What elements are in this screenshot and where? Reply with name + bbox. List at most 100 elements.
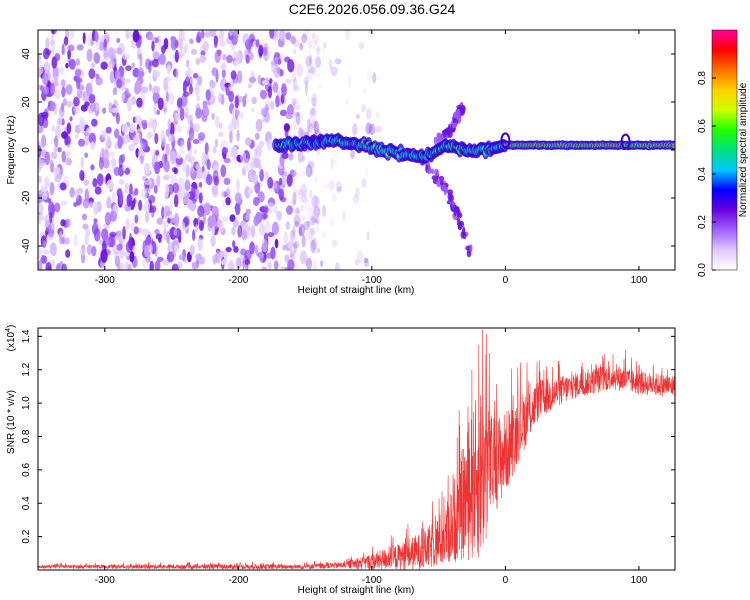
noise-blob (93, 52, 101, 64)
noise-blob (213, 35, 219, 46)
noise-blob (40, 185, 48, 193)
noise-blob (258, 250, 264, 264)
noise-blob (311, 204, 316, 219)
noise-blob (91, 245, 97, 257)
noise-blob (258, 164, 263, 171)
noise-blob (182, 221, 186, 231)
noise-blob (91, 118, 98, 127)
noise-blob (241, 229, 248, 241)
noise-blob (233, 245, 239, 253)
noise-blob (307, 118, 311, 128)
noise-blob (143, 162, 151, 175)
noise-blob (220, 62, 227, 71)
noise-blob (119, 191, 124, 205)
noise-blob (294, 206, 301, 218)
noise-blob (68, 58, 76, 70)
noise-blob (55, 265, 60, 270)
spectrogram-y-ticks: -40 -20 0 20 40 (21, 48, 675, 253)
noise-blob (69, 30, 75, 40)
noise-blob (269, 30, 275, 39)
noise-blob (221, 68, 226, 79)
noise-blob (270, 100, 275, 110)
noise-blob (211, 205, 219, 216)
noise-blob (59, 182, 67, 191)
noise-blob (237, 70, 243, 84)
noise-blob (292, 85, 299, 93)
noise-blob (253, 157, 261, 169)
noise-blob (165, 143, 170, 157)
noise-blob (298, 226, 303, 237)
noise-blob (251, 96, 257, 105)
noise-blob (69, 186, 75, 198)
noise-blob (283, 231, 288, 244)
noise-blob (301, 234, 306, 248)
signal-branch-down (468, 244, 473, 252)
noise-blob (316, 148, 321, 156)
noise-blob (204, 142, 209, 155)
noise-blob (228, 260, 235, 270)
noise-blob (313, 120, 319, 135)
noise-blob (38, 175, 42, 184)
noise-blob (167, 118, 172, 132)
noise-blob (245, 137, 252, 146)
noise-blob (73, 106, 80, 114)
noise-blob (258, 140, 265, 148)
noise-blob (172, 119, 179, 126)
noise-blob (213, 163, 220, 173)
noise-blob (61, 131, 69, 139)
noise-blob (307, 207, 314, 221)
signal-branch-up (452, 117, 456, 124)
noise-blob (54, 202, 61, 213)
noise-blob (315, 217, 319, 224)
noise-blob (163, 77, 168, 91)
noise-blob (168, 133, 175, 143)
noise-blob (56, 173, 63, 180)
noise-blob (45, 37, 50, 51)
noise-blob (57, 147, 62, 153)
noise-blob (289, 169, 297, 178)
noise-blob (331, 192, 337, 203)
noise-blob (73, 96, 80, 107)
noise-blob (300, 170, 306, 178)
noise-blob (239, 112, 244, 120)
noise-blob (101, 149, 110, 163)
noise-blob (314, 35, 320, 45)
noise-blob (47, 229, 55, 238)
noise-blob (278, 30, 286, 40)
noise-blob (215, 69, 219, 83)
noise-blob (292, 241, 300, 249)
noise-blob (38, 193, 43, 204)
noise-blob (149, 260, 154, 270)
noise-blob (308, 66, 315, 74)
noise-blob (38, 125, 44, 134)
noise-blob (146, 131, 153, 140)
noise-blob (167, 251, 175, 263)
noise-blob (102, 107, 107, 114)
noise-blob (247, 188, 253, 195)
signal-branch-down (453, 204, 458, 210)
noise-blob (133, 226, 139, 235)
noise-blob (82, 197, 90, 209)
noise-blob (153, 102, 157, 116)
noise-blob (161, 206, 165, 220)
spectrogram-y-tick-label: 0 (21, 147, 32, 153)
noise-blob (293, 214, 301, 226)
noise-blob (272, 81, 279, 93)
noise-blob (116, 37, 121, 44)
noise-blob (170, 36, 177, 42)
noise-blob (65, 157, 70, 166)
noise-blob (311, 64, 317, 75)
noise-blob (285, 205, 294, 215)
noise-blob (329, 58, 333, 70)
signal-branch-down (436, 179, 441, 188)
noise-blob (296, 188, 302, 200)
noise-blob (233, 30, 239, 40)
noise-blob (173, 228, 178, 236)
noise-blob (61, 118, 65, 126)
noise-blob (304, 30, 310, 39)
noise-blob (278, 188, 285, 201)
noise-blob (60, 200, 68, 206)
noise-blob (140, 187, 148, 200)
noise-blob (83, 179, 90, 186)
noise-blob (313, 205, 321, 218)
